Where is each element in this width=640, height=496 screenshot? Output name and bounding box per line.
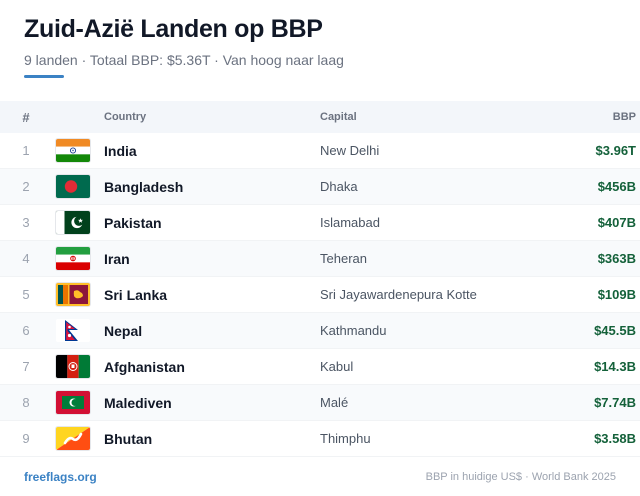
rank-cell: 9 bbox=[22, 431, 30, 446]
country-name: Iran bbox=[104, 250, 130, 267]
capital-name: Kabul bbox=[320, 359, 354, 374]
source-site-link[interactable]: freeflags.org bbox=[24, 470, 97, 484]
country-name: Malediven bbox=[104, 394, 172, 411]
country-name: Afghanistan bbox=[104, 358, 185, 375]
rank-cell: 6 bbox=[22, 323, 30, 338]
capital-name: Sri Jayawardenepura Kotte bbox=[320, 287, 477, 302]
rank-cell: 3 bbox=[22, 215, 30, 230]
table-header: # Country Capital BBP bbox=[0, 101, 640, 133]
flag-cell bbox=[44, 319, 104, 342]
nepal-flag-icon bbox=[56, 319, 90, 342]
india-flag-icon bbox=[56, 139, 90, 162]
flag-cell bbox=[44, 355, 104, 378]
column-header-country: Country bbox=[104, 111, 147, 123]
capital-name: Thimphu bbox=[320, 431, 371, 446]
country-name: Nepal bbox=[104, 322, 143, 339]
table-row: 8 Malediven Malé $7.74B bbox=[0, 385, 640, 421]
country-name: India bbox=[104, 142, 137, 159]
page-header: Zuid-Azië Landen op BBP 9 landen · Totaa… bbox=[24, 14, 616, 78]
gdp-table: # Country Capital BBP 1 India New Delhi … bbox=[0, 101, 640, 457]
capital-name: Kathmandu bbox=[320, 323, 387, 338]
capital-name: Teheran bbox=[320, 251, 367, 266]
column-header-capital: Capital bbox=[320, 111, 357, 123]
table-row: 7 Afghanistan Kabul $14.3B bbox=[0, 349, 640, 385]
title-accent-bar bbox=[24, 75, 64, 78]
gdp-value: $109B bbox=[597, 287, 636, 302]
country-name: Sri Lanka bbox=[104, 286, 168, 303]
rank-cell: 7 bbox=[22, 359, 30, 374]
pakistan-flag-icon bbox=[56, 211, 90, 234]
column-header-rank: # bbox=[22, 109, 30, 125]
page-subtitle: 9 landen · Totaal BBP: $5.36T · Van hoog… bbox=[24, 52, 344, 68]
table-row: 1 India New Delhi $3.96T bbox=[0, 133, 640, 169]
iran-flag-icon bbox=[56, 247, 90, 270]
table-row: 6 Nepal Kathmandu $45.5B bbox=[0, 313, 640, 349]
gdp-value: $3.58B bbox=[594, 431, 636, 446]
rank-cell: 5 bbox=[22, 287, 30, 302]
gdp-value: $363B bbox=[597, 251, 636, 266]
gdp-value: $3.96T bbox=[595, 143, 636, 158]
flag-cell bbox=[44, 391, 104, 414]
flag-cell bbox=[44, 211, 104, 234]
table-row: 3 Pakistan Islamabad $407B bbox=[0, 205, 640, 241]
gdp-value: $14.3B bbox=[594, 359, 636, 374]
rank-cell: 1 bbox=[22, 143, 30, 158]
rank-cell: 2 bbox=[22, 179, 30, 194]
capital-name: Islamabad bbox=[320, 215, 380, 230]
gdp-value: $407B bbox=[597, 215, 636, 230]
rank-cell: 8 bbox=[22, 395, 30, 410]
table-row: 4 Iran Teheran $363B bbox=[0, 241, 640, 277]
bangladesh-flag-icon bbox=[56, 175, 90, 198]
country-name: Pakistan bbox=[104, 214, 162, 231]
page-title: Zuid-Azië Landen op BBP bbox=[24, 15, 323, 43]
bhutan-flag-icon bbox=[56, 427, 90, 450]
flag-cell bbox=[44, 427, 104, 450]
gdp-value: $7.74B bbox=[594, 395, 636, 410]
table-row: 5 Sri Lanka Sri Jayawardenepura Kotte $1… bbox=[0, 277, 640, 313]
country-name: Bangladesh bbox=[104, 178, 184, 195]
flag-cell bbox=[44, 139, 104, 162]
data-source-note: BBP in huidige US$ · World Bank 2025 bbox=[425, 471, 616, 483]
afghanistan-flag-icon bbox=[56, 355, 90, 378]
rank-cell: 4 bbox=[22, 251, 30, 266]
capital-name: Dhaka bbox=[320, 179, 358, 194]
country-name: Bhutan bbox=[104, 430, 153, 447]
table-row: 2 Bangladesh Dhaka $456B bbox=[0, 169, 640, 205]
maldives-flag-icon bbox=[56, 391, 90, 414]
flag-cell bbox=[44, 283, 104, 306]
gdp-value: $456B bbox=[597, 179, 636, 194]
sri-lanka-flag-icon bbox=[56, 283, 90, 306]
table-row: 9 Bhutan Thimphu $3.58B bbox=[0, 421, 640, 457]
capital-name: New Delhi bbox=[320, 143, 380, 158]
column-header-gdp: BBP bbox=[612, 111, 636, 123]
gdp-value: $45.5B bbox=[594, 323, 636, 338]
flag-cell bbox=[44, 175, 104, 198]
page-footer: freeflags.org BBP in huidige US$ · World… bbox=[24, 470, 616, 484]
capital-name: Malé bbox=[320, 395, 349, 410]
flag-cell bbox=[44, 247, 104, 270]
